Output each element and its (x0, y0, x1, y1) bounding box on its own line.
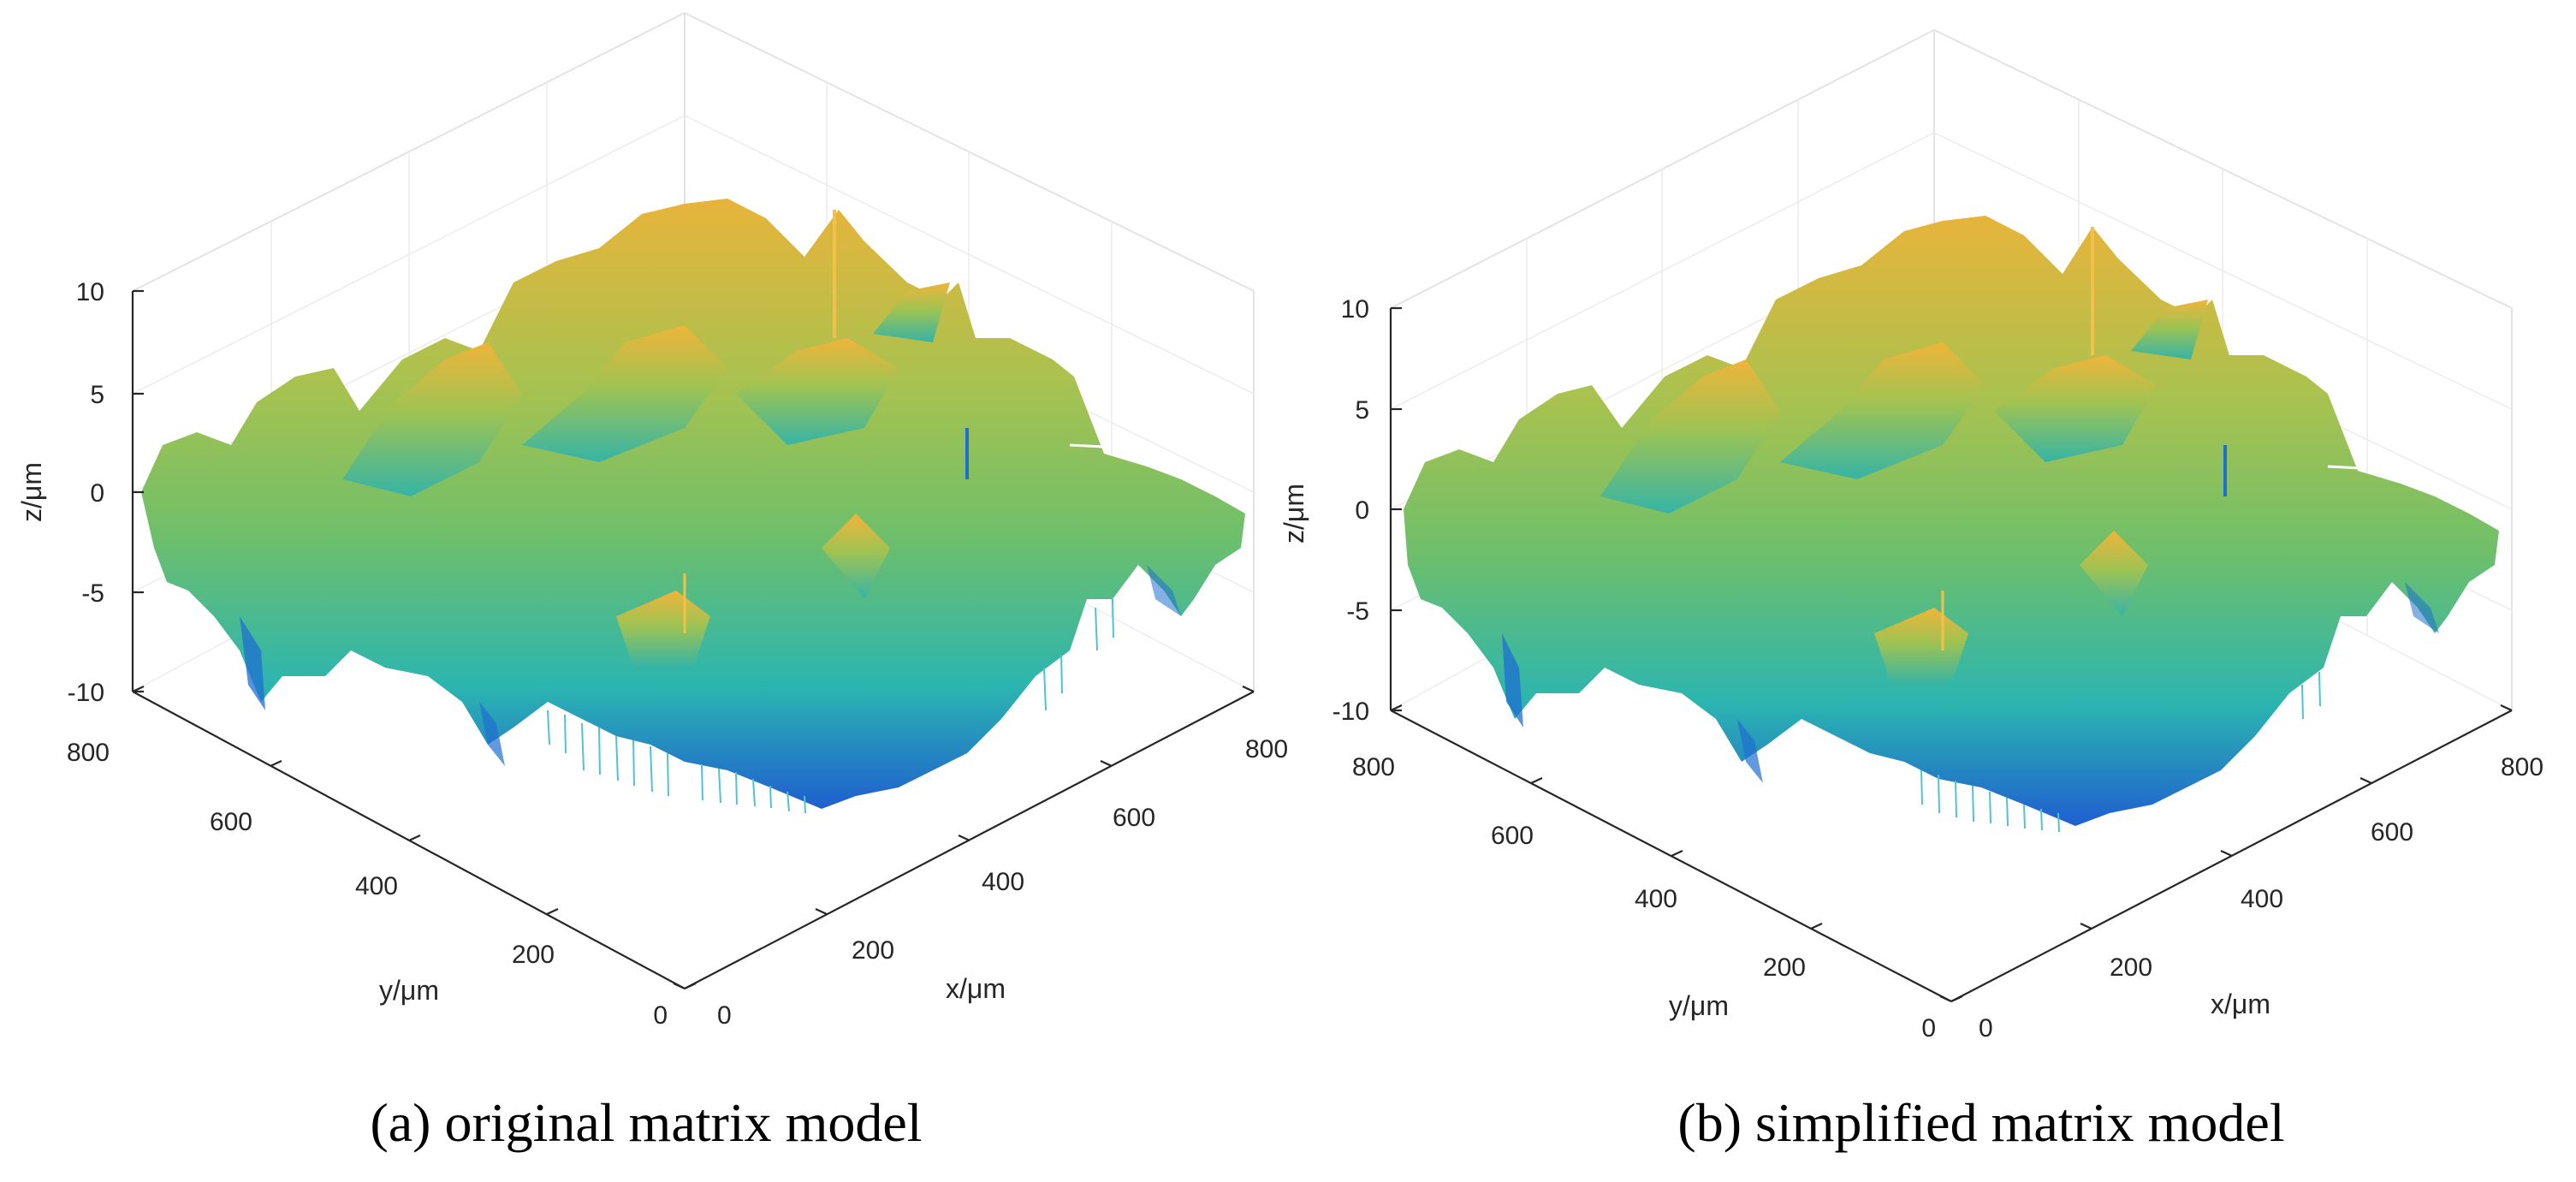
panel-a-caption: (a) original matrix model (370, 1092, 922, 1153)
panel-a-y-tick-0: 0 (653, 1001, 668, 1030)
panel-a-surface-base (141, 199, 1245, 809)
panel-b-caption: (b) simplified matrix model (1677, 1092, 2284, 1153)
panel-a-ridge-2 (522, 325, 727, 462)
panel-a-z-tick-0: 0 (90, 479, 104, 508)
panel-b-surface (1404, 216, 2499, 833)
panel-a-ridge-1 (342, 342, 522, 496)
panel-b-x-tick-600: 600 (2371, 818, 2413, 846)
panel-b-axes (1389, 306, 2513, 1002)
panel-b-fringe (1920, 671, 2321, 833)
panel-b-valley-3 (2405, 582, 2439, 633)
panel-a-ridge-6 (873, 282, 950, 342)
panel-b-ridge-2 (1780, 342, 1985, 479)
panel-a-valley-1 (240, 616, 265, 710)
panel-a-y-tick-200: 200 (512, 941, 555, 969)
panel-a-x-label: x/μm (946, 973, 1006, 1004)
panel-b-ridge-4 (1874, 608, 1968, 685)
panel-b-z-tick-10: 10 (1341, 295, 1369, 324)
panel-a-ridge-4 (616, 591, 710, 668)
panel-b-z-label: z/μm (1279, 484, 1309, 543)
panel-a-ridge-3 (736, 338, 899, 445)
panel-b-surface-base (1404, 216, 2499, 826)
panel-b-valley-2 (1737, 719, 1763, 783)
panel-b-x-tick-800: 800 (2501, 753, 2543, 781)
panel-b-ridge-1 (1600, 359, 1780, 514)
panel-a-z-tick-neg5: -5 (81, 579, 104, 608)
panel-b: 10 5 0 -5 -10 800 600 400 200 0 0 200 40… (1279, 29, 2543, 1153)
panel-a-x-tick-800: 800 (1245, 735, 1288, 763)
panel-a-valley-2 (479, 702, 505, 766)
panel-a-fringe (547, 598, 1114, 814)
panel-a-z-tick-10: 10 (76, 278, 104, 306)
panel-b-ridge-5 (2080, 531, 2148, 616)
panel-a-y-tick-600: 600 (210, 808, 252, 836)
panel-a: 10 5 0 -5 -10 800 600 400 200 0 0 200 40… (16, 12, 1288, 1153)
panel-a-surface (141, 199, 1245, 814)
panel-a-x-tick-400: 400 (982, 868, 1024, 896)
panel-a-axes (131, 289, 1255, 989)
panel-b-z-tick-5: 5 (1355, 396, 1369, 425)
panel-b-ridge-3 (1994, 355, 2157, 462)
panel-b-z-tick-0: 0 (1355, 496, 1369, 525)
panel-b-z-tick-neg10: -10 (1333, 698, 1369, 726)
panel-b-y-tick-800: 800 (1352, 753, 1395, 781)
panel-a-x-tick-0: 0 (717, 1001, 732, 1030)
panel-b-z-tick-neg5: -5 (1346, 597, 1369, 626)
panel-a-spike-4 (1069, 443, 1105, 448)
panel-b-y-tick-400: 400 (1635, 885, 1677, 913)
panel-a-x-tick-200: 200 (852, 936, 894, 965)
panel-b-x-label: x/μm (2211, 989, 2270, 1019)
panel-a-ridge-5 (822, 514, 890, 599)
panel-b-y-label: y/μm (1669, 990, 1729, 1021)
panel-b-x-tick-0: 0 (1979, 1014, 1993, 1042)
panel-b-y-tick-200: 200 (1763, 953, 1806, 982)
panel-b-valley-1 (1502, 633, 1523, 728)
panel-a-z-tick-neg10: -10 (68, 679, 104, 707)
panel-a-y-tick-800: 800 (67, 739, 110, 767)
panel-b-spike-4 (2327, 465, 2363, 470)
panel-b-x-tick-200: 200 (2110, 953, 2152, 982)
panel-b-y-tick-0: 0 (1921, 1014, 1936, 1042)
panel-b-ridge-6 (2131, 300, 2208, 359)
panel-a-z-label: z/μm (16, 462, 47, 522)
panel-a-y-tick-400: 400 (355, 872, 398, 900)
panel-a-x-tick-600: 600 (1113, 804, 1155, 832)
panel-b-y-tick-600: 600 (1491, 822, 1534, 850)
panel-a-y-label: y/μm (379, 975, 439, 1006)
panel-b-x-tick-400: 400 (2241, 885, 2283, 913)
panel-a-z-tick-5: 5 (90, 381, 104, 409)
panel-a-valley-3 (1147, 565, 1181, 616)
